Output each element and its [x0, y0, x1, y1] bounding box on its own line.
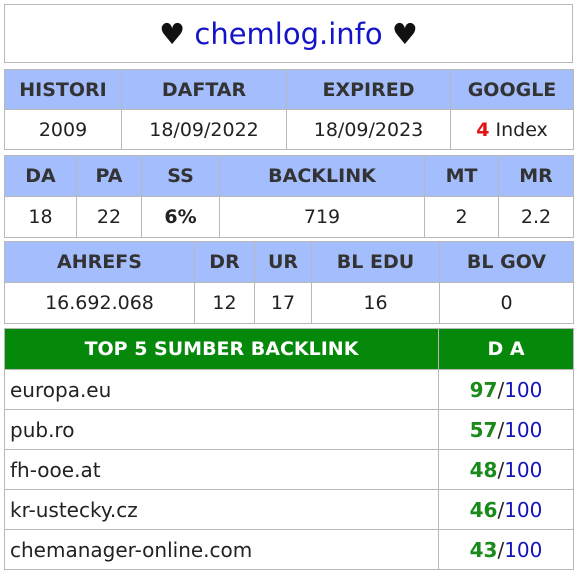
backlink-value: 719	[219, 196, 425, 238]
backlink-da-score: 57	[469, 417, 498, 442]
backlink-domain[interactable]: europa.eu	[4, 369, 439, 410]
backlink-da-score: 97	[469, 377, 498, 402]
da-value: 18	[4, 196, 77, 238]
header-top-backlinks: TOP 5 SUMBER BACKLINK	[4, 328, 439, 370]
expired-value: 18/09/2023	[286, 109, 451, 150]
backlink-da: 57/100	[438, 409, 574, 450]
backlink-da: 43/100	[438, 529, 574, 570]
backlink-da-max: 100	[504, 497, 543, 522]
pa-value: 22	[76, 196, 142, 238]
header-mr: MR	[498, 155, 574, 197]
da-separator: /	[497, 457, 505, 482]
da-separator: /	[497, 497, 505, 522]
metrics-table: DA PA SS BACKLINK MT MR 18 22 6% 719 2 2…	[4, 155, 574, 238]
histori-value: 2009	[4, 109, 122, 150]
ahrefs-table: AHREFS DR UR BL EDU BL GOV 16.692.068 12…	[4, 241, 574, 324]
backlink-da: 97/100	[438, 369, 574, 410]
da-separator: /	[497, 377, 505, 402]
header-da: DA	[4, 155, 77, 197]
bl-gov-value: 0	[439, 282, 574, 324]
table-row: pub.ro 57/100	[4, 409, 574, 450]
ss-value: 6%	[141, 196, 220, 238]
backlink-domain[interactable]: pub.ro	[4, 409, 439, 450]
header-backlink: BACKLINK	[219, 155, 425, 197]
backlink-da-max: 100	[504, 417, 543, 442]
google-index-value: 4 Index	[450, 109, 574, 150]
mt-value: 2	[424, 196, 499, 238]
google-index-count: 4	[476, 118, 490, 141]
backlink-da-max: 100	[504, 457, 543, 482]
heart-icon: ♥	[159, 16, 186, 51]
table-row: chemanager-online.com 43/100	[4, 529, 574, 570]
header-daftar: DAFTAR	[121, 69, 287, 110]
header-ss: SS	[141, 155, 220, 197]
table-row: kr-ustecky.cz 46/100	[4, 489, 574, 530]
backlink-da-score: 43	[469, 537, 498, 562]
ahrefs-value: 16.692.068	[4, 282, 195, 324]
mr-value: 2.2	[498, 196, 574, 238]
site-name[interactable]: chemlog.info	[194, 16, 383, 51]
backlink-da-max: 100	[504, 537, 543, 562]
dr-value: 12	[194, 282, 255, 324]
da-separator: /	[497, 417, 505, 442]
backlink-da-score: 46	[469, 497, 498, 522]
ur-value: 17	[254, 282, 312, 324]
title-box: ♥ chemlog.info ♥	[4, 4, 573, 63]
header-ur: UR	[254, 241, 312, 283]
daftar-value: 18/09/2022	[121, 109, 287, 150]
backlink-da: 46/100	[438, 489, 574, 530]
backlink-da: 48/100	[438, 449, 574, 490]
header-histori: HISTORI	[4, 69, 122, 110]
heart-icon: ♥	[391, 16, 418, 51]
backlink-domain[interactable]: chemanager-online.com	[4, 529, 439, 570]
header-da-col: D A	[438, 328, 574, 370]
header-pa: PA	[76, 155, 142, 197]
da-separator: /	[497, 537, 505, 562]
domain-info-table: HISTORI DAFTAR EXPIRED GOOGLE 2009 18/09…	[4, 69, 574, 150]
title-cell: ♥ chemlog.info ♥	[4, 4, 573, 63]
backlink-da-max: 100	[504, 377, 543, 402]
header-bl-gov: BL GOV	[439, 241, 574, 283]
header-dr: DR	[194, 241, 255, 283]
bl-edu-value: 16	[311, 282, 440, 324]
backlink-domain[interactable]: fh-ooe.at	[4, 449, 439, 490]
table-row: fh-ooe.at 48/100	[4, 449, 574, 490]
header-bl-edu: BL EDU	[311, 241, 440, 283]
backlink-domain[interactable]: kr-ustecky.cz	[4, 489, 439, 530]
header-google: GOOGLE	[450, 69, 574, 110]
google-index-label: Index	[495, 118, 548, 141]
header-ahrefs: AHREFS	[4, 241, 195, 283]
header-expired: EXPIRED	[286, 69, 451, 110]
backlink-da-score: 48	[469, 457, 498, 482]
top-backlinks-table: TOP 5 SUMBER BACKLINK D A europa.eu 97/1…	[4, 328, 574, 570]
table-row: europa.eu 97/100	[4, 369, 574, 410]
header-mt: MT	[424, 155, 499, 197]
